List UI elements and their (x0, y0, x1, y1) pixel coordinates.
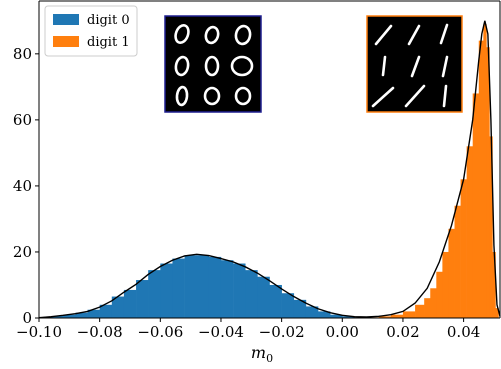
legend-swatch-digit-0 (53, 14, 79, 25)
bar-digit-0-6 (111, 296, 125, 318)
y-tick-label: 40 (13, 177, 32, 195)
bar-digit-0-1 (51, 316, 64, 318)
bar-digit-0-8 (136, 280, 149, 318)
series-digit-0 (39, 255, 367, 318)
bar-digit-1-16 (486, 47, 490, 318)
bar-digit-0-13 (196, 255, 210, 318)
bar-digit-0-3 (75, 312, 88, 318)
bar-digit-0-12 (184, 255, 198, 318)
bar-digit-0-5 (99, 304, 113, 318)
bar-digit-1-15 (483, 24, 487, 319)
bar-digit-0-23 (318, 311, 331, 318)
x-tick-label: 0.00 (326, 323, 359, 341)
bar-digit-0-4 (87, 309, 100, 318)
x-axis-label-subscript: 0 (266, 352, 273, 365)
bar-digit-1-13 (472, 93, 480, 319)
bar-digit-0-22 (305, 306, 319, 318)
x-axis-ticks: −0.10 −0.08 −0.06 −0.04 −0.02 0.00 0.02 0.04 (16, 318, 480, 341)
density-curve (38, 20, 501, 319)
bar-digit-0-20 (281, 293, 295, 318)
bar-digit-0-2 (63, 314, 76, 318)
bar-digit-1-8 (442, 251, 449, 318)
legend-label-digit-1: digit 1 (87, 35, 130, 50)
bar-digit-0-11 (172, 258, 185, 318)
digit-0-samples-inset (164, 15, 262, 113)
bar-digit-1-9 (448, 228, 455, 318)
bar-digit-1-12 (466, 146, 474, 318)
x-tick-label: −0.04 (198, 323, 244, 341)
bar-digit-1-17 (489, 136, 493, 318)
bar-digit-0-18 (257, 276, 270, 318)
digit-1-samples-inset (366, 15, 463, 113)
bar-digit-1-2 (390, 314, 404, 318)
bar-digit-0-24 (330, 314, 343, 318)
bar-digit-1-14 (478, 40, 484, 319)
y-tick-label: 80 (13, 45, 32, 63)
legend: digit 0 digit 1 (44, 5, 138, 57)
bar-digit-0-17 (245, 270, 258, 318)
x-tick-label: 0.02 (386, 323, 419, 341)
bar-digit-0-10 (160, 263, 173, 318)
bar-digit-1-6 (430, 288, 437, 318)
y-tick-label: 60 (13, 111, 32, 129)
bar-digit-1-18 (492, 251, 496, 318)
bar-digit-1-7 (436, 271, 443, 318)
series-digit-1 (366, 24, 499, 319)
bar-digit-0-14 (208, 256, 222, 318)
bar-digit-1-1 (378, 316, 392, 318)
bar-digit-0-7 (123, 289, 137, 318)
x-tick-label: −0.02 (259, 323, 305, 341)
bar-digit-0-9 (148, 270, 161, 318)
bar-digit-1-10 (454, 205, 461, 318)
bar-digit-0-15 (220, 260, 234, 318)
bar-digit-1-5 (424, 298, 431, 318)
y-tick-label: 0 (22, 309, 32, 327)
y-axis-ticks: 0 20 40 60 80 (13, 45, 39, 327)
y-tick-label: 20 (13, 243, 32, 261)
legend-label-digit-0: digit 0 (87, 13, 130, 28)
bar-digit-1-4 (415, 304, 425, 318)
bar-digit-0-25 (342, 316, 355, 318)
bar-digit-1-19 (495, 308, 499, 318)
x-axis-label: m0 (251, 343, 273, 365)
legend-swatch-digit-1 (53, 36, 79, 47)
bar-digit-0-21 (293, 299, 307, 318)
x-tick-label: −0.10 (16, 323, 62, 341)
bar-digit-0-16 (233, 263, 246, 318)
x-tick-label: −0.06 (137, 323, 183, 341)
x-tick-label: −0.08 (77, 323, 123, 341)
bar-digit-0-19 (269, 284, 282, 318)
histogram-bars (39, 24, 499, 319)
bar-digit-1-3 (402, 311, 416, 318)
x-tick-label: 0.04 (447, 323, 480, 341)
bar-digit-1-11 (460, 179, 467, 318)
